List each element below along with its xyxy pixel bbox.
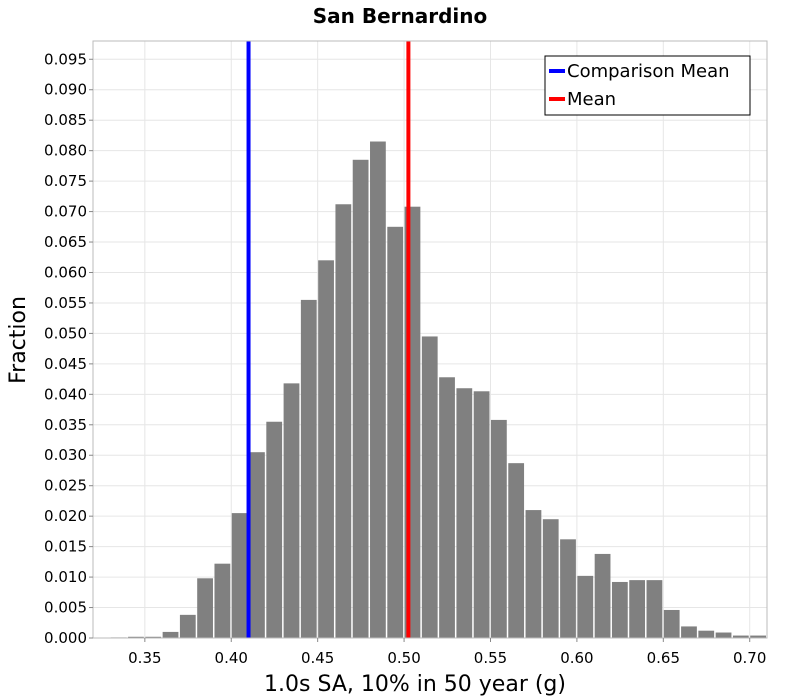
y-tick-label: 0.010 (44, 568, 87, 586)
y-tick-label: 0.065 (44, 233, 87, 251)
histogram-bar (421, 336, 438, 638)
y-axis-ticks: 0.000 0.005 0.010 0.015 0.020 0.025 0.030 0.035… (44, 50, 93, 647)
histogram-bar (594, 553, 611, 638)
x-tick-label: 0.70 (733, 649, 766, 667)
x-tick-label: 0.45 (301, 649, 334, 667)
histogram-bar (473, 391, 490, 638)
legend-box (544, 55, 751, 116)
histogram-bar (698, 630, 715, 638)
y-tick-label: 0.005 (44, 599, 87, 617)
y-tick-label: 0.025 (44, 477, 87, 495)
x-tick-label: 0.55 (474, 649, 507, 667)
histogram-bar (490, 419, 507, 638)
histogram-bar (300, 299, 317, 638)
histogram-bar (370, 141, 386, 638)
x-tick-label: 0.40 (215, 649, 248, 667)
histogram-bar (456, 388, 473, 638)
y-tick-label: 0.080 (44, 142, 87, 160)
histogram-bar (663, 609, 680, 638)
y-tick-label: 0.020 (44, 507, 87, 525)
y-tick-label: 0.055 (44, 294, 87, 312)
histogram-bar (266, 421, 283, 638)
legend-label: Mean (567, 89, 616, 110)
y-tick-label: 0.090 (44, 81, 87, 99)
histogram-bar (732, 635, 749, 638)
y-tick-label: 0.040 (44, 385, 87, 403)
y-tick-label: 0.035 (44, 416, 87, 434)
histogram-bar (439, 377, 455, 638)
histogram-bars (110, 141, 766, 639)
y-axis-title: Fraction (6, 296, 31, 384)
x-axis-ticks: 0.35 0.40 0.45 0.50 0.55 0.60 0.65 0.70 (128, 638, 766, 667)
y-tick-label: 0.030 (44, 446, 87, 464)
histogram-bar (577, 575, 594, 638)
histogram-bar (249, 452, 265, 638)
histogram-bar (508, 463, 525, 638)
histogram-bar (681, 626, 697, 638)
histogram-bar (525, 510, 542, 638)
y-tick-label: 0.000 (44, 629, 87, 647)
x-tick-label: 0.50 (387, 649, 420, 667)
histogram-bar (387, 226, 404, 638)
x-tick-label: 0.35 (128, 649, 161, 667)
y-tick-label: 0.015 (44, 538, 87, 556)
plot-frame (92, 40, 768, 639)
legend-label: Comparison Mean (567, 61, 730, 82)
y-tick-label: 0.050 (44, 324, 87, 342)
histogram-bar (128, 636, 144, 638)
y-tick-label: 0.075 (44, 172, 87, 190)
y-tick-label: 0.095 (44, 50, 87, 68)
y-tick-label: 0.045 (44, 355, 87, 373)
histogram-bar (318, 260, 334, 638)
histogram-bar (560, 539, 576, 638)
histogram-bar (629, 580, 646, 638)
legend: Comparison Mean Mean (544, 55, 751, 116)
histogram-bar (145, 636, 162, 638)
histogram-bar (542, 519, 559, 638)
histogram-bar (214, 563, 231, 638)
histogram-bar (715, 632, 732, 638)
histogram-bar (283, 383, 300, 638)
y-tick-label: 0.070 (44, 203, 87, 221)
histogram-bar (352, 159, 369, 638)
chart-title: San Bernardino (313, 4, 488, 28)
y-tick-label: 0.060 (44, 263, 87, 281)
histogram-bar (162, 631, 179, 638)
x-tick-label: 0.60 (560, 649, 593, 667)
histogram-bar (179, 614, 196, 638)
x-tick-label: 0.65 (647, 649, 680, 667)
histogram-bar (750, 635, 766, 638)
histogram-bar (231, 513, 248, 638)
histogram-bar (611, 581, 628, 638)
histogram-bar (197, 578, 213, 638)
axes (92, 40, 768, 639)
histogram-bar (335, 204, 352, 638)
mean-lines (246, 41, 411, 638)
histogram-bar (646, 580, 663, 638)
x-axis-title: 1.0s SA, 10% in 50 year (g) (264, 672, 566, 697)
y-tick-label: 0.085 (44, 111, 87, 129)
